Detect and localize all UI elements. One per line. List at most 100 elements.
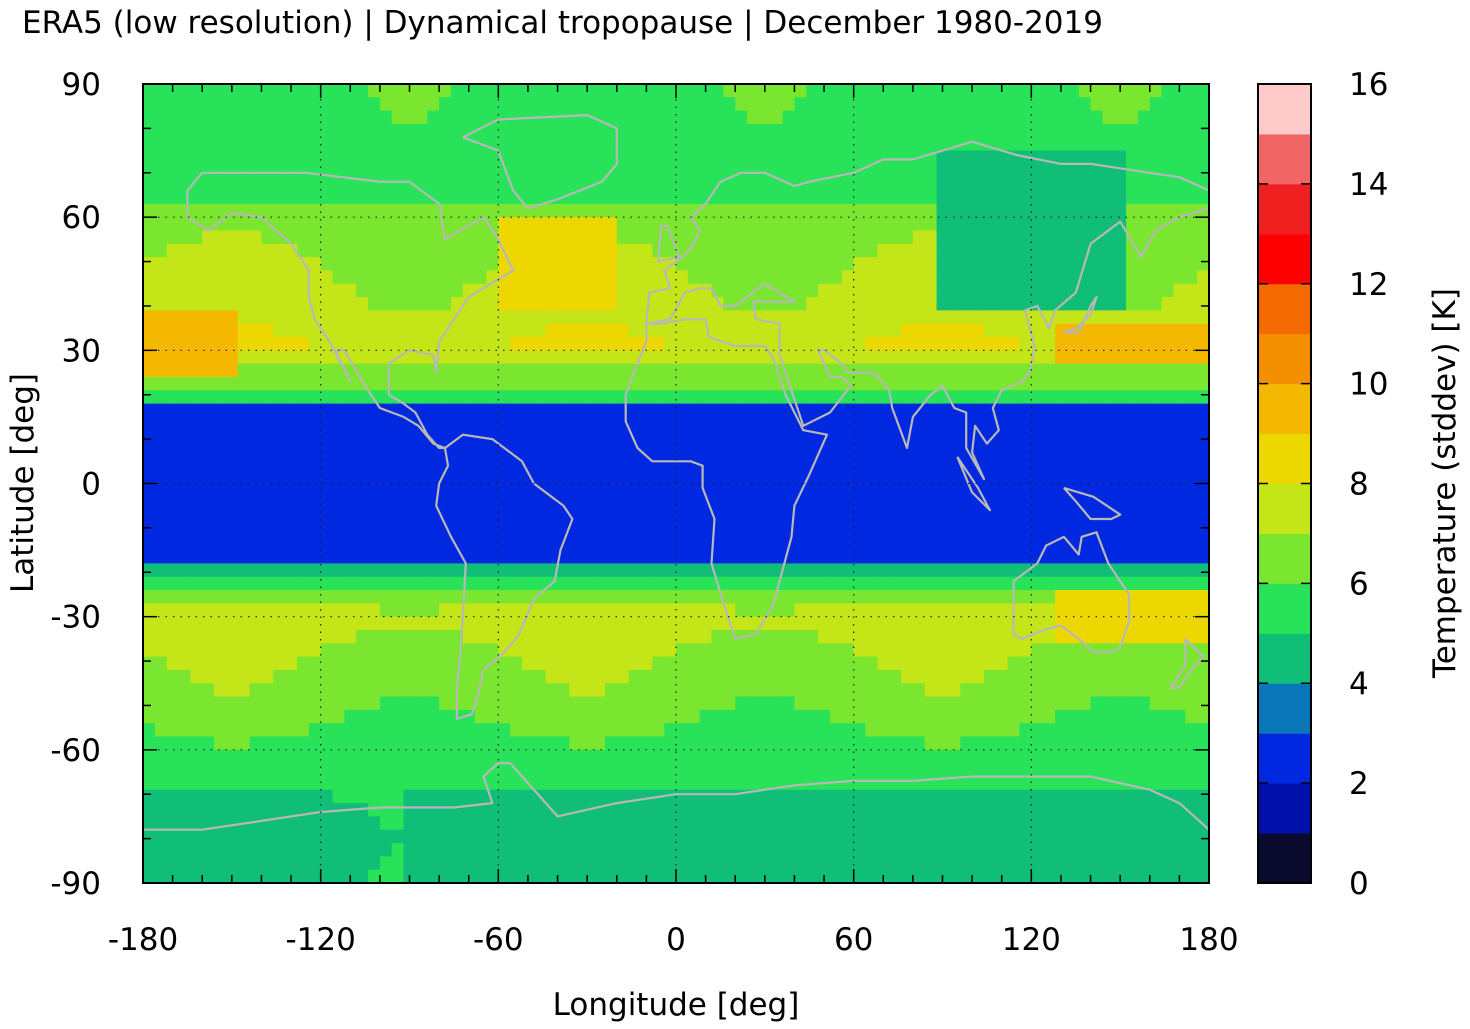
heatmap-cell: [498, 550, 511, 564]
heatmap-cell: [308, 283, 322, 298]
heatmap-cell: [770, 696, 784, 711]
heatmap-cell: [794, 257, 807, 272]
heatmap-cell: [1149, 310, 1163, 325]
heatmap-cell: [154, 696, 168, 711]
heatmap-cell: [1114, 323, 1127, 338]
heatmap-cell: [995, 563, 1009, 578]
heatmap-cell: [1007, 669, 1021, 684]
heatmap-cell: [616, 110, 630, 125]
heatmap-cell: [1173, 643, 1186, 658]
heatmap-cell: [1197, 576, 1209, 591]
heatmap-cell: [699, 217, 713, 232]
heatmap-cell: [723, 110, 736, 125]
heatmap-cell: [1031, 669, 1044, 684]
heatmap-cell: [202, 150, 215, 165]
heatmap-cell: [569, 163, 582, 178]
heatmap-cell: [723, 536, 736, 551]
heatmap-cell: [498, 669, 511, 684]
heatmap-cell: [877, 789, 890, 804]
heatmap-cell: [699, 629, 713, 644]
heatmap-cell: [569, 123, 582, 138]
heatmap-cell: [391, 110, 405, 125]
heatmap-cell: [782, 137, 796, 152]
heatmap-cell: [498, 749, 511, 764]
heatmap-cell: [936, 363, 950, 378]
heatmap-cell: [960, 243, 973, 258]
heatmap-cell: [948, 283, 961, 298]
heatmap-cell: [806, 363, 819, 378]
heatmap-cell: [569, 297, 582, 311]
heatmap-cell: [202, 243, 215, 258]
heatmap-cell: [261, 443, 274, 458]
heatmap-cell: [143, 590, 156, 604]
heatmap-cell: [782, 203, 796, 218]
heatmap-cell: [308, 536, 322, 551]
heatmap-cell: [818, 190, 831, 205]
heatmap-cell: [368, 337, 381, 351]
heatmap-cell: [486, 257, 499, 272]
heatmap-cell: [285, 337, 298, 351]
heatmap-cell: [640, 643, 653, 658]
heatmap-cell: [604, 310, 618, 325]
heatmap-cell: [593, 163, 606, 178]
heatmap-cell: [474, 243, 488, 258]
heatmap-cell: [1161, 376, 1175, 391]
heatmap-cell: [533, 696, 547, 711]
heatmap-cell: [912, 243, 926, 258]
heatmap-cell: [664, 643, 677, 658]
heatmap-cell: [332, 110, 345, 125]
heatmap-cell: [782, 776, 796, 791]
heatmap-cell: [948, 297, 961, 311]
heatmap-cell: [1043, 190, 1056, 205]
heatmap-cell: [1185, 376, 1198, 391]
heatmap-cell: [806, 696, 819, 711]
heatmap-cell: [450, 137, 464, 152]
heatmap-cell: [782, 789, 796, 804]
heatmap-cell: [1149, 283, 1163, 298]
heatmap-cell: [1197, 443, 1209, 458]
heatmap-cell: [782, 483, 796, 498]
heatmap-cell: [818, 203, 831, 218]
heatmap-cell: [308, 696, 322, 711]
heatmap-cell: [841, 656, 855, 671]
heatmap-cell: [368, 563, 381, 578]
heatmap-cell: [344, 297, 357, 311]
heatmap-cell: [439, 203, 452, 218]
heatmap-cell: [296, 430, 310, 445]
heatmap-cell: [995, 723, 1009, 738]
heatmap-cell: [522, 323, 535, 338]
heatmap-cell: [782, 337, 796, 351]
heatmap-cell: [356, 350, 369, 365]
heatmap-cell: [699, 243, 713, 258]
heatmap-cell: [462, 430, 476, 445]
heatmap-cell: [829, 669, 843, 684]
heatmap-cell: [439, 270, 452, 285]
heatmap-cell: [522, 709, 535, 724]
heatmap-cell: [166, 776, 180, 791]
heatmap-cell: [522, 510, 535, 525]
heatmap-cell: [296, 616, 310, 631]
heatmap-cell: [285, 323, 298, 338]
heatmap-cell: [1126, 350, 1139, 365]
heatmap-cell: [901, 203, 914, 218]
heatmap-cell: [1043, 683, 1056, 698]
heatmap-cell: [1007, 683, 1021, 698]
heatmap-cell: [735, 323, 748, 338]
heatmap-cell: [1197, 523, 1209, 538]
heatmap-cell: [1114, 656, 1127, 671]
heatmap-cell: [901, 123, 914, 138]
heatmap-cell: [628, 97, 642, 112]
heatmap-cell: [1043, 416, 1056, 431]
heatmap-cell: [628, 723, 642, 738]
heatmap-cell: [261, 283, 274, 298]
heatmap-cell: [1185, 803, 1198, 818]
heatmap-cell: [143, 510, 156, 525]
heatmap-cell: [296, 323, 310, 338]
heatmap-cell: [1137, 323, 1151, 338]
heatmap-cell: [1055, 723, 1068, 738]
heatmap-cell: [368, 403, 381, 418]
heatmap-cell: [403, 190, 417, 205]
heatmap-cell: [285, 803, 298, 818]
heatmap-cell: [1185, 430, 1198, 445]
heatmap-cell: [687, 789, 701, 804]
